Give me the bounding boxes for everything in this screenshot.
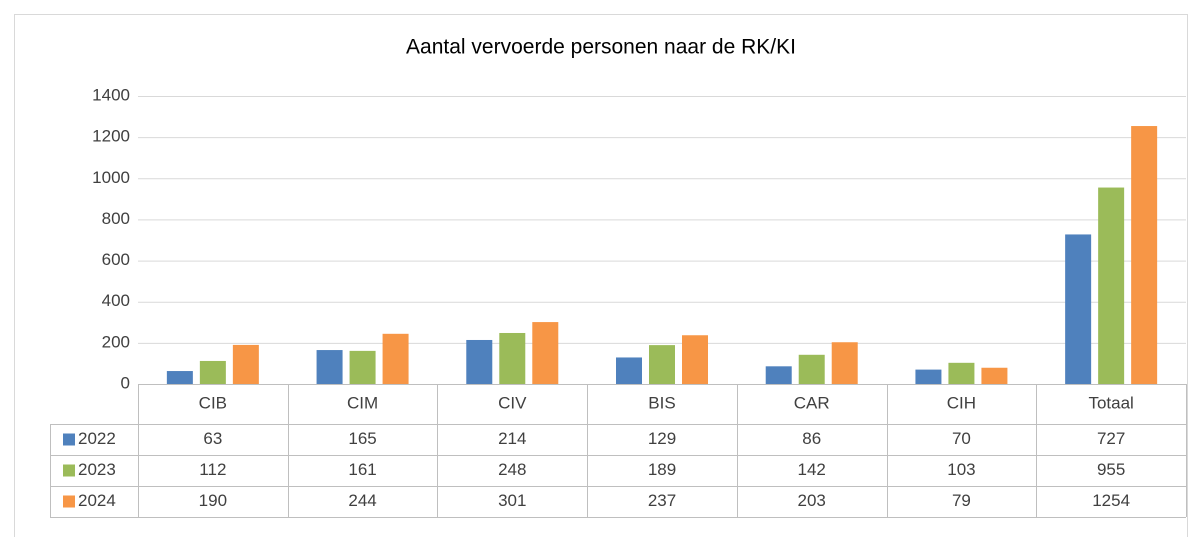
legend-label: 2023 <box>78 460 116 479</box>
x-tick-label: CAR <box>794 393 830 412</box>
table-value: 70 <box>952 429 971 448</box>
y-tick-label: 800 <box>102 209 130 228</box>
bar <box>466 339 493 384</box>
x-tick-label: CIH <box>947 393 976 412</box>
y-tick-label: 0 <box>121 373 130 392</box>
table-value: 1254 <box>1092 491 1130 510</box>
y-tick-label: 400 <box>102 291 130 310</box>
table-value: 301 <box>498 491 526 510</box>
y-tick-label: 600 <box>102 250 130 269</box>
bar <box>981 367 1008 384</box>
bar <box>948 362 975 384</box>
legend-swatch <box>63 433 75 446</box>
table-value: 190 <box>199 491 227 510</box>
table-value: 129 <box>648 429 676 448</box>
table-value: 165 <box>348 429 376 448</box>
bar <box>1065 234 1092 384</box>
y-tick-label: 1000 <box>92 168 130 187</box>
legend-swatch <box>63 464 75 477</box>
table-value: 727 <box>1097 429 1125 448</box>
table-value: 214 <box>498 429 526 448</box>
table-value: 161 <box>348 460 376 479</box>
bar <box>1098 187 1125 384</box>
bar <box>798 354 825 384</box>
table-value: 203 <box>798 491 826 510</box>
bar <box>1131 126 1158 384</box>
bar <box>532 322 559 384</box>
table-value: 955 <box>1097 460 1125 479</box>
legend-swatch <box>63 495 75 508</box>
table-value: 79 <box>952 491 971 510</box>
bar <box>616 357 642 384</box>
y-tick-label: 200 <box>102 332 130 351</box>
bar <box>199 360 226 384</box>
chart-title: Aantal vervoerde personen naar de RK/KI <box>406 36 796 59</box>
x-tick-label: CIM <box>347 393 378 412</box>
bar <box>349 350 376 384</box>
bar <box>831 342 858 384</box>
bar <box>232 344 259 384</box>
table-value: 237 <box>648 491 676 510</box>
table-value: 244 <box>348 491 376 510</box>
x-tick-label: BIS <box>648 393 675 412</box>
chart-border <box>14 14 1188 537</box>
x-tick-label: Totaal <box>1088 393 1133 412</box>
bar <box>915 369 942 384</box>
y-tick-label: 1200 <box>92 127 130 146</box>
table-value: 189 <box>648 460 676 479</box>
table-value: 103 <box>947 460 975 479</box>
legend-label: 2022 <box>78 429 116 448</box>
bar <box>382 333 409 384</box>
table-value: 63 <box>203 429 222 448</box>
table-value: 86 <box>802 429 821 448</box>
table-value: 248 <box>498 460 526 479</box>
x-tick-label: CIV <box>498 393 527 412</box>
bar <box>499 332 526 384</box>
y-tick-label: 1400 <box>92 85 130 104</box>
x-tick-label: CIB <box>199 393 227 412</box>
bar <box>316 350 343 384</box>
legend-label: 2024 <box>78 491 116 510</box>
bar <box>166 371 193 384</box>
table-value: 112 <box>199 460 226 479</box>
bar <box>682 335 708 384</box>
table-value: 142 <box>798 460 826 479</box>
bar <box>765 366 792 384</box>
bar <box>649 345 675 384</box>
